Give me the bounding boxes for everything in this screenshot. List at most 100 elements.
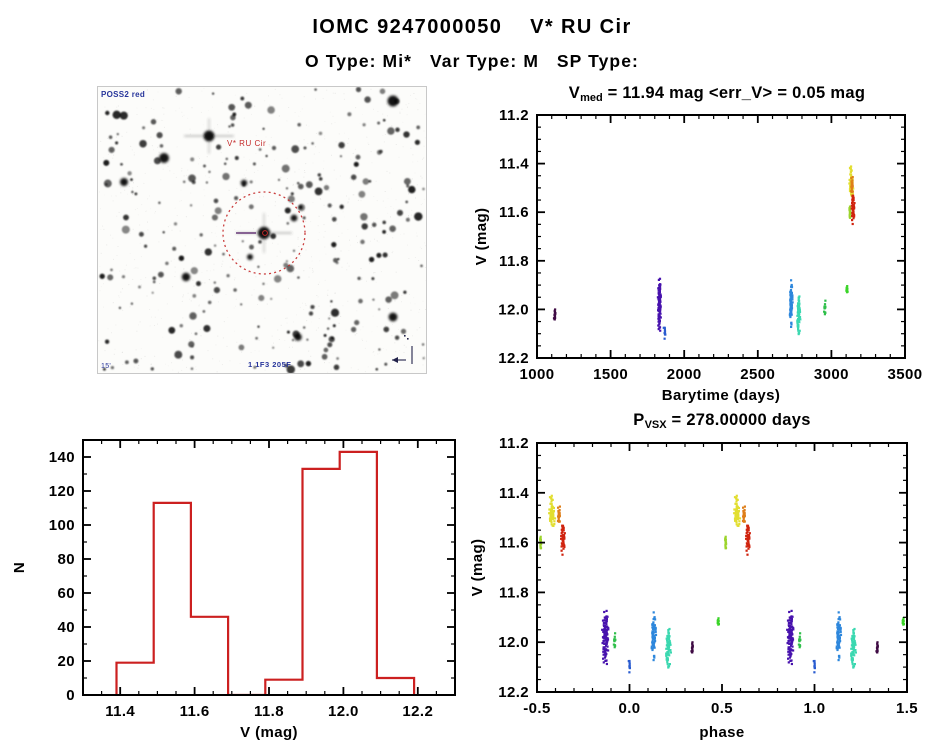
x-axis-label: phase	[699, 724, 744, 741]
y-tick-label: 12.2	[498, 350, 529, 367]
finder-noise	[98, 87, 426, 373]
lightcurve-axes: 1000 1500 2000 2500 3000 3500 11.2 11.4 11.6 11.8…	[473, 107, 922, 404]
points-epoch-1868	[812, 659, 816, 674]
y-tick-label: 11.6	[499, 204, 529, 221]
points-epoch-2726	[835, 611, 843, 662]
page-title: IOMC 9247000050 V* RU Cir	[312, 16, 632, 38]
x-tick-label: 3000	[814, 366, 849, 383]
x-tick-label: 2500	[740, 366, 775, 383]
x-tick-label: 0.5	[711, 700, 733, 717]
points-epoch-1830	[601, 609, 610, 666]
points-epoch-2778	[850, 627, 857, 669]
x-tick-label: 11.6	[180, 703, 210, 720]
points-epoch-3141	[850, 176, 854, 193]
finder-scale-label: 15'	[101, 363, 111, 370]
y-tick-label: 120	[49, 483, 75, 500]
y-tick-label: 11.4	[499, 485, 529, 502]
phase-title: PVSX = 278.00000 days	[537, 411, 907, 431]
histogram-outline	[115, 450, 416, 695]
x-tick-label: 11.8	[254, 703, 284, 720]
x-tick-label: 0.0	[618, 700, 640, 717]
x-tick-label: 3500	[888, 366, 923, 383]
y-tick-label: 11.6	[499, 535, 529, 552]
lightcurve-title-sub: med	[580, 92, 603, 104]
y-tick-label: 12.0	[498, 301, 529, 318]
y-tick-label: 11.4	[499, 156, 529, 173]
y-tick-label: 0	[66, 687, 75, 704]
x-tick-label: 1500	[593, 366, 628, 383]
lightcurve-title: Vmed = 11.94 mag <err_V> = 0.05 mag	[490, 84, 944, 104]
points-epoch-3106	[845, 285, 849, 294]
finder-target-marker	[262, 230, 268, 236]
lightcurve-plot: 1000 1500 2000 2500 3000 3500 11.2 11.4 11.6 11.8…	[473, 107, 922, 404]
y-tick-label: 11.8	[499, 584, 529, 601]
axis-box	[82, 439, 456, 696]
y-axis-label: V (mag)	[473, 208, 490, 266]
x-tick-label: -0.5	[523, 700, 550, 717]
finder-compass-icon	[392, 335, 413, 364]
points-epoch-1868	[627, 659, 631, 674]
y-tick-label: 140	[49, 449, 75, 466]
points-epoch-3106	[901, 617, 905, 626]
finder-target-circle	[222, 191, 306, 275]
points-epoch-3134	[548, 494, 557, 527]
phase-axes: -0.5 0.0 0.5 1.0 1.5 11.2 11.4 11.6 11.8 12.0 12.2…	[470, 435, 918, 741]
y-axis-label: N	[11, 562, 28, 573]
y-tick-label: 20	[58, 653, 76, 670]
points-epoch-1868	[662, 326, 667, 340]
lightcurve-title-rest: = 11.94 mag <err_V> = 0.05 mag	[602, 84, 866, 102]
y-tick-label: 11.2	[499, 107, 529, 124]
finder-target-label: V* RU Cir	[227, 139, 266, 148]
y-tick-label: 11.2	[499, 435, 529, 452]
phase-title-base: P	[633, 411, 645, 429]
y-tick-label: 12.0	[498, 634, 529, 651]
points-epoch-2956	[823, 299, 827, 316]
points-epoch-1830	[786, 609, 795, 666]
x-axis-label: V (mag)	[240, 724, 298, 741]
points-epoch-2956	[797, 632, 802, 649]
page-subtitle: O Type: Mi* Var Type: M SP Type:	[305, 51, 639, 71]
histogram-data	[115, 450, 416, 695]
x-tick-label: 11.4	[105, 703, 135, 720]
y-tick-label: 40	[58, 619, 76, 636]
y-tick-label: 80	[58, 551, 76, 568]
points-epoch-2778	[665, 627, 672, 669]
points-epoch-3147	[745, 524, 751, 556]
points-epoch-3126	[848, 205, 852, 219]
finder-coords-label: 1 1F3 205F	[248, 360, 291, 369]
lightcurve-data	[552, 165, 856, 340]
points-epoch-2726	[650, 611, 658, 662]
x-tick-label: 2000	[667, 366, 702, 383]
points-epoch-3141	[556, 505, 561, 523]
finder-chart: POSS2 red V* RU Cir 1 1F3 205F 15'	[97, 86, 427, 374]
y-tick-label: 12.2	[498, 684, 529, 701]
x-axis-label: Barytime (days)	[662, 387, 781, 404]
phase-title-rest: = 278.00000 days	[666, 411, 811, 429]
x-tick-label: 12.0	[328, 703, 359, 720]
points-epoch-3147	[560, 524, 566, 556]
finder-bright-stars	[120, 95, 399, 341]
histogram-axes: 11.4 11.6 11.8 12.0 12.2 0 20 40 60 80 100 120 140 V …	[11, 439, 456, 741]
points-epoch-3126	[724, 535, 728, 550]
points-epoch-1830	[656, 277, 662, 332]
y-tick-label: 100	[49, 517, 75, 534]
y-tick-label: 11.8	[499, 253, 529, 270]
points-epoch-3134	[733, 494, 742, 527]
points-epoch-1120	[875, 641, 879, 654]
finder-survey-label: POSS2 red	[101, 90, 145, 99]
phase-plot: -0.5 0.0 0.5 1.0 1.5 11.2 11.4 11.6 11.8 12.0 12.2…	[470, 435, 918, 741]
lightcurve-title-base: V	[568, 84, 581, 102]
points-epoch-2726	[788, 279, 794, 328]
x-tick-label: 1.5	[896, 700, 918, 717]
points-epoch-2956	[612, 632, 617, 649]
x-tick-label: 12.2	[402, 703, 433, 720]
phase-title-sub: VSX	[644, 419, 667, 431]
points-epoch-3106	[716, 617, 720, 626]
points-epoch-1120	[552, 308, 557, 321]
axis-box	[536, 114, 906, 359]
x-tick-label: 1000	[520, 366, 555, 383]
points-epoch-2778	[796, 295, 802, 336]
histogram-plot: 11.4 11.6 11.8 12.0 12.2 0 20 40 60 80 100 120 140 V …	[11, 439, 456, 741]
points-epoch-3147	[850, 194, 856, 226]
